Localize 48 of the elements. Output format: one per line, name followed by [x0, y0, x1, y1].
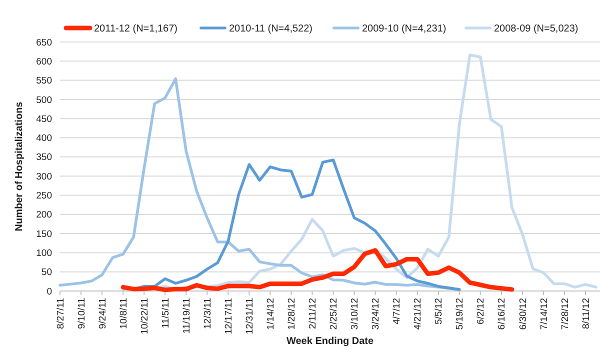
x-tick-label: 10/22/11 [139, 298, 150, 334]
x-tick-label: 12/17/11 [223, 298, 234, 334]
x-tick-label: 3/24/12 [370, 298, 382, 330]
legend-label: 2010-11 (N=4,522) [229, 24, 312, 34]
y-tick-label: 600 [36, 56, 52, 68]
x-tick-label: 1/14/12 [266, 298, 277, 330]
x-tick-label: 12/3/11 [202, 298, 214, 329]
x-tick-label: 9/24/11 [97, 298, 108, 329]
y-tick-label: 200 [36, 210, 52, 221]
line-series [120, 248, 514, 292]
x-tick-label: 4/7/12 [392, 298, 403, 324]
line-series [58, 77, 461, 291]
legend-label: 2011-12 (N=1,167) [94, 24, 178, 34]
x-tick-label: 5/19/12 [454, 298, 466, 330]
y-tick-label: 100 [36, 248, 52, 260]
y-tick-label: 250 [36, 190, 52, 202]
x-tick-label: 6/30/12 [518, 298, 529, 330]
x-tick-label: 12/31/11 [244, 298, 256, 334]
legend-label: 2008-09 (N=5,023) [494, 24, 578, 34]
x-tick-label: 9/10/11 [76, 298, 88, 329]
y-tick-label: 550 [36, 76, 52, 87]
x-tick-label: 11/19/11 [181, 298, 192, 334]
x-tick-label: 10/8/11 [118, 298, 130, 329]
y-tick-label: 400 [36, 133, 52, 144]
x-axis-title: Week Ending Date [286, 336, 374, 347]
x-tick-label: 6/2/12 [476, 298, 487, 324]
y-tick-label: 650 [36, 37, 52, 48]
y-tick-label: 150 [36, 228, 52, 240]
x-tick-label: 7/28/12 [560, 298, 571, 330]
x-tick-label: 3/10/12 [350, 298, 361, 330]
x-tick-label: 8/11/12 [580, 298, 592, 329]
y-axis-title: Number of Hospitalizations [14, 101, 25, 232]
x-tick-label: 1/28/12 [286, 298, 298, 330]
legend-label: 2009-10 (N=4,231) [362, 24, 446, 34]
x-tick-label: 8/27/11 [55, 298, 66, 329]
y-tick-label: 350 [36, 152, 52, 164]
x-tick-label: 5/5/12 [434, 298, 445, 324]
x-tick-label: 2/11/12 [308, 298, 319, 329]
x-tick-label: 6/16/12 [496, 298, 508, 330]
y-tick-label: 450 [36, 114, 52, 125]
y-tick-label: 0 [46, 286, 52, 298]
y-tick-label: 300 [36, 171, 52, 182]
y-tick-label: 500 [36, 94, 52, 106]
x-tick-label: 4/21/12 [412, 298, 424, 330]
x-tick-label: 11/5/11 [160, 298, 172, 328]
x-tick-label: 7/14/12 [538, 298, 550, 330]
x-tick-label: 2/25/12 [328, 298, 340, 330]
y-tick-label: 50 [41, 267, 52, 278]
